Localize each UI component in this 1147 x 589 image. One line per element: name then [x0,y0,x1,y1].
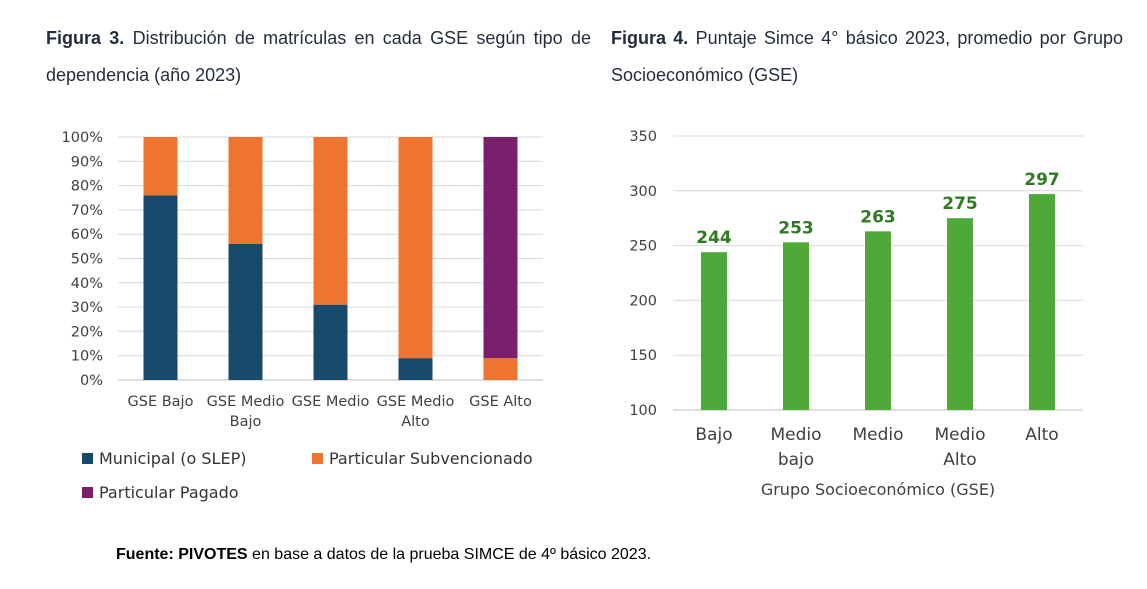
fig3-x-tick-label: Bajo [230,414,262,430]
fig3-y-tick-label: 50% [71,252,103,268]
fig4-data-label: 244 [696,228,732,248]
fig3-legend-item: Particular Subvencionado [312,449,533,468]
fig3-legend-swatch [312,453,323,464]
fig3-legend-swatch [82,453,93,464]
fig3-y-tick-label: 70% [71,203,103,219]
fig3-x-tick-label: GSE Alto [469,394,532,410]
fig4-data-label: 275 [942,194,978,214]
fig4-y-tick-label: 150 [629,348,657,364]
figure-3-caption: Figura 3. Distribución de matrículas en … [46,20,591,94]
fig3-legend-swatch [82,487,93,498]
fig3-x-tick-label: GSE Medio [292,394,370,410]
fig4-bar [1029,194,1055,410]
fig3-y-tick-label: 90% [71,154,103,170]
source-note: Fuente: PIVOTES en base a datos de la pr… [116,546,651,564]
fig3-bar-segment [228,137,263,244]
fig4-x-tick-label: Bajo [695,425,732,445]
fig3-y-tick-label: 30% [71,300,103,316]
fig3-y-tick-label: 60% [71,227,103,243]
fig4-bar [783,242,809,410]
figure-4-caption-text: Puntaje Simce 4° básico 2023, promedio p… [611,28,1123,85]
fig4-bar [865,231,891,410]
fig3-bar-segment [313,137,348,305]
fig3-legend-item: Municipal (o SLEP) [82,449,246,468]
figure-4-caption-label: Figura 4. [611,28,689,48]
fig4-data-label: 253 [778,218,814,238]
fig4-x-tick-label: Alto [943,450,976,470]
fig4-y-tick-label: 200 [629,293,657,309]
fig3-y-tick-label: 80% [71,179,103,195]
figure-3-caption-text: Distribución de matrículas en cada GSE s… [46,28,591,85]
fig3-y-tick-label: 40% [71,276,103,292]
fig4-bar [947,218,973,410]
fig3-legend-label: Municipal (o SLEP) [99,449,247,468]
fig4-x-axis-title: Grupo Socioeconómico (GSE) [761,480,995,499]
fig4-x-tick-label: bajo [778,450,814,470]
source-org: PIVOTES [178,546,248,563]
fig4-x-tick-label: Medio [852,425,903,445]
fig3-bar-segment [143,195,178,380]
fig3-bar-segment [483,137,518,359]
fig3-y-tick-label: 0% [80,373,103,389]
fig4-y-tick-label: 350 [629,129,657,145]
fig4-x-tick-label: Alto [1025,425,1058,445]
fig3-legend-item: Particular Pagado [82,483,239,502]
fig4-x-tick-label: Medio [934,425,985,445]
fig3-x-tick-label: GSE Medio [377,394,455,410]
fig3-x-tick-label: GSE Bajo [128,394,194,410]
fig3-bar-segment [313,304,348,380]
fig3-x-tick-label: GSE Medio [207,394,285,410]
figure-4-caption: Figura 4. Puntaje Simce 4° básico 2023, … [611,20,1123,94]
fig4-y-tick-label: 250 [629,239,657,255]
fig4-x-tick-label: Medio [770,425,821,445]
fig3-y-tick-label: 20% [71,324,103,340]
fig4-y-tick-label: 300 [629,184,657,200]
fig3-y-tick-label: 10% [71,349,103,365]
fig3-bar-segment [143,137,178,196]
figure-3-caption-label: Figura 3. [46,28,125,48]
fig4-data-label: 297 [1024,170,1060,190]
source-text: en base a datos de la prueba SIMCE de 4º… [252,546,652,563]
fig3-legend-label: Particular Subvencionado [329,449,533,468]
fig3-bar-segment [483,358,518,380]
fig4-y-tick-label: 100 [629,403,657,419]
fig4-data-label: 263 [860,207,896,227]
fig3-bar-segment [398,358,433,380]
fig3-legend-label: Particular Pagado [99,483,239,502]
fig3-y-tick-label: 100% [62,130,103,146]
fig3-bar-segment [398,137,433,359]
source-label: Fuente: [116,546,174,563]
fig3-x-tick-label: Alto [401,414,430,430]
fig3-bar-segment [228,243,263,380]
fig4-bar [701,252,727,410]
